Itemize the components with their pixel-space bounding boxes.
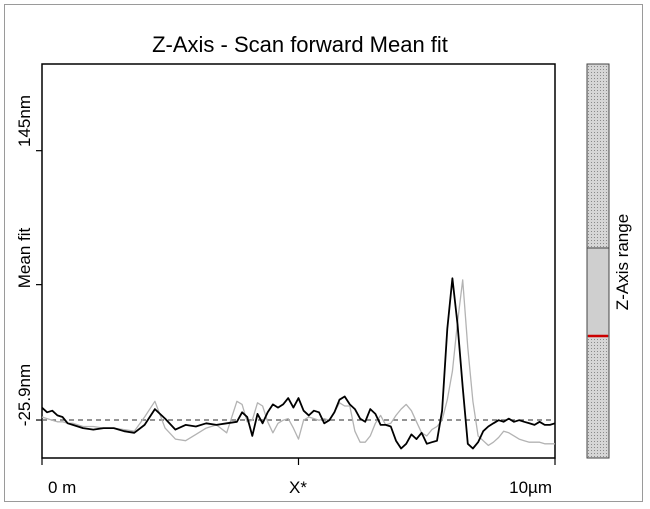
x-axis-label: X* [289, 478, 307, 497]
chart-title: Z-Axis - Scan forward Mean fit [152, 32, 448, 57]
x-tick-label-start: 0 m [48, 478, 76, 497]
series-line-forward [41, 277, 556, 450]
z-range-window [586, 247, 610, 337]
y-axis-label: Mean fit [15, 227, 34, 288]
series-layer [41, 277, 556, 450]
z-axis-range-label: Z-Axis range [613, 214, 632, 310]
y-tick-label-bottom: -25.9nm [15, 364, 34, 426]
series-line-backward [41, 279, 555, 447]
y-tick-label-top: 145nm [15, 95, 34, 147]
x-tick-label-end: 10µm [509, 478, 552, 497]
axis-ticks [36, 150, 556, 465]
